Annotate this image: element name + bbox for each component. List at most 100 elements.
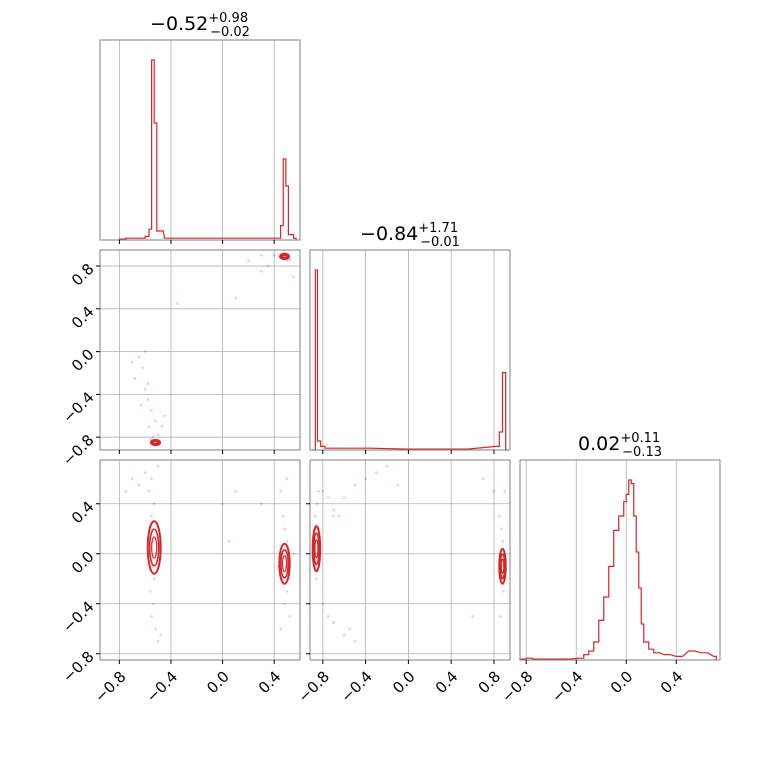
contour-level bbox=[149, 438, 162, 447]
x-tick-label: −0.4 bbox=[143, 668, 181, 706]
title-lower-error: −0.01 bbox=[420, 235, 460, 250]
scatter-point bbox=[247, 259, 250, 262]
scatter-point bbox=[130, 477, 134, 481]
panel-frame bbox=[309, 249, 511, 451]
scatter-point bbox=[146, 398, 150, 402]
x-tick-label: 0.4 bbox=[255, 668, 285, 698]
contour-level bbox=[280, 548, 289, 579]
x-tick-label: −0.8 bbox=[498, 668, 536, 706]
param-title-2: 0.02+0.11 −0.13 bbox=[578, 431, 662, 460]
scatter-point bbox=[285, 539, 289, 543]
y-tick-label: −0.8 bbox=[59, 648, 97, 686]
scatter-point bbox=[149, 589, 152, 593]
scatter-point bbox=[314, 514, 317, 518]
scatter-point bbox=[396, 483, 400, 487]
x-tick-label: −0.4 bbox=[337, 668, 375, 706]
x-tick-label: 0.0 bbox=[203, 668, 233, 698]
scatter-point bbox=[326, 496, 330, 499]
scatter-point bbox=[326, 614, 330, 618]
y-tick-label: 0.0 bbox=[68, 548, 98, 578]
y-tick-label: 0.0 bbox=[68, 345, 98, 375]
scatter-point bbox=[385, 464, 389, 468]
title-upper-error: +0.11 bbox=[620, 431, 660, 446]
title-value: −0.52 bbox=[150, 13, 208, 35]
x-tick-label: 0.4 bbox=[657, 668, 687, 698]
scatter-point bbox=[353, 639, 357, 643]
scatter-point bbox=[266, 264, 270, 268]
histogram-1 bbox=[312, 269, 508, 451]
histogram-0 bbox=[118, 59, 297, 240]
scatter-point bbox=[502, 589, 505, 593]
contour-level bbox=[312, 532, 320, 566]
panel-frame bbox=[309, 459, 511, 661]
panel-frame bbox=[99, 249, 301, 451]
y-tick-label: 0.4 bbox=[68, 303, 98, 333]
scatter-point bbox=[315, 577, 318, 581]
title-value: −0.84 bbox=[360, 223, 418, 245]
title-lower-error: −0.13 bbox=[622, 445, 662, 460]
title-upper-error: +0.98 bbox=[208, 11, 248, 26]
contour-level bbox=[500, 558, 505, 574]
scatter-point bbox=[259, 502, 263, 506]
param-title-1: −0.84+1.71 −0.01 bbox=[360, 221, 460, 250]
x-tick-label: 0.0 bbox=[607, 668, 637, 698]
scatter-point bbox=[499, 614, 502, 618]
scatter-point bbox=[288, 258, 291, 261]
text-layer: −0.8 −0.4 0.0 0.4 −0.8 −0.4 0.0 0.4 0.8−0.8 −0.4 0… bbox=[59, 11, 686, 706]
contour-level bbox=[146, 520, 162, 575]
scatter-point bbox=[152, 502, 156, 506]
scatter-point bbox=[259, 270, 263, 273]
scatter-point bbox=[321, 489, 325, 493]
scatter-point bbox=[285, 259, 289, 262]
scatter-point bbox=[498, 514, 501, 518]
scatter-point bbox=[500, 527, 503, 531]
scatter-point bbox=[143, 350, 147, 353]
scatter-point bbox=[332, 514, 335, 518]
scatter-point bbox=[137, 483, 141, 487]
scatter-point bbox=[130, 360, 134, 364]
y-tick-label: −0.4 bbox=[59, 598, 97, 636]
grid-layer bbox=[100, 40, 677, 660]
scatter-point bbox=[342, 633, 346, 637]
contour-level bbox=[498, 547, 507, 585]
scatter-point bbox=[375, 471, 378, 474]
contour-level bbox=[280, 253, 289, 260]
scatter-point bbox=[149, 438, 152, 441]
scatter-point bbox=[316, 502, 319, 506]
scatter-point bbox=[332, 621, 335, 624]
data-layer bbox=[118, 59, 717, 660]
scatter-point bbox=[176, 302, 179, 305]
scatter-point bbox=[364, 477, 367, 481]
scatter-point bbox=[342, 496, 346, 499]
title-upper-error: +1.71 bbox=[418, 221, 458, 236]
x-tick-label: 0.4 bbox=[432, 668, 462, 698]
scatter-point bbox=[234, 489, 237, 493]
scatter-point bbox=[234, 296, 237, 300]
contour-level bbox=[151, 439, 160, 446]
scatter-point bbox=[317, 489, 320, 493]
scatter-point bbox=[147, 425, 151, 428]
scatter-point bbox=[147, 489, 151, 493]
contour-level bbox=[153, 440, 158, 445]
panel-frame bbox=[519, 459, 721, 661]
histogram-2 bbox=[519, 479, 717, 660]
x-tick-label: −0.8 bbox=[91, 668, 129, 706]
contour-level bbox=[499, 553, 506, 580]
scatter-point bbox=[151, 602, 155, 606]
scatter-point bbox=[353, 483, 357, 487]
scatter-point bbox=[156, 464, 160, 468]
scatter-point bbox=[259, 254, 263, 257]
panel-frame bbox=[99, 39, 301, 241]
scatter-point bbox=[154, 627, 157, 631]
contour-level bbox=[279, 252, 291, 261]
scatter-point bbox=[156, 639, 160, 643]
scatter-point bbox=[143, 471, 147, 474]
scatter-point bbox=[137, 355, 141, 359]
scatter-point bbox=[337, 514, 341, 518]
scatter-point bbox=[160, 425, 164, 428]
y-tick-label: −0.4 bbox=[59, 388, 97, 426]
contour-level bbox=[148, 528, 160, 567]
y-tick-label: 0.4 bbox=[68, 498, 98, 528]
scatter-point bbox=[272, 254, 276, 257]
scatter-point bbox=[150, 614, 153, 618]
